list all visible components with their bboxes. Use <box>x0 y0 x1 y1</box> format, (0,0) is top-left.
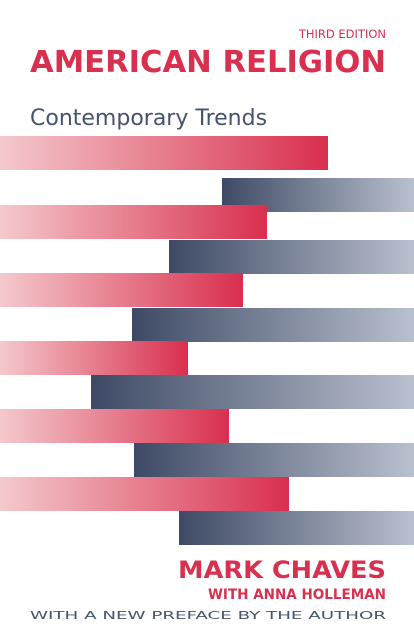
subtitle: Contemporary Trends <box>30 106 267 131</box>
stripe <box>0 205 267 239</box>
decorative-stripes <box>0 136 414 545</box>
stripe <box>0 341 188 375</box>
edition: THIRD EDITION <box>298 27 386 41</box>
stripe <box>0 273 243 307</box>
stripe <box>169 240 414 274</box>
stripe <box>0 409 229 443</box>
stripe <box>134 443 414 477</box>
title: AMERICAN RELIGION <box>30 45 386 80</box>
stripe <box>179 511 414 545</box>
author: MARK CHAVES <box>178 556 386 584</box>
preface-note: WITH A NEW PREFACE BY THE AUTHOR <box>30 609 387 622</box>
coauthor: WITH ANNA HOLLEMAN <box>208 587 386 603</box>
stripe <box>0 136 328 170</box>
stripe <box>91 375 414 409</box>
stripe <box>132 308 414 342</box>
stripe <box>0 477 289 511</box>
